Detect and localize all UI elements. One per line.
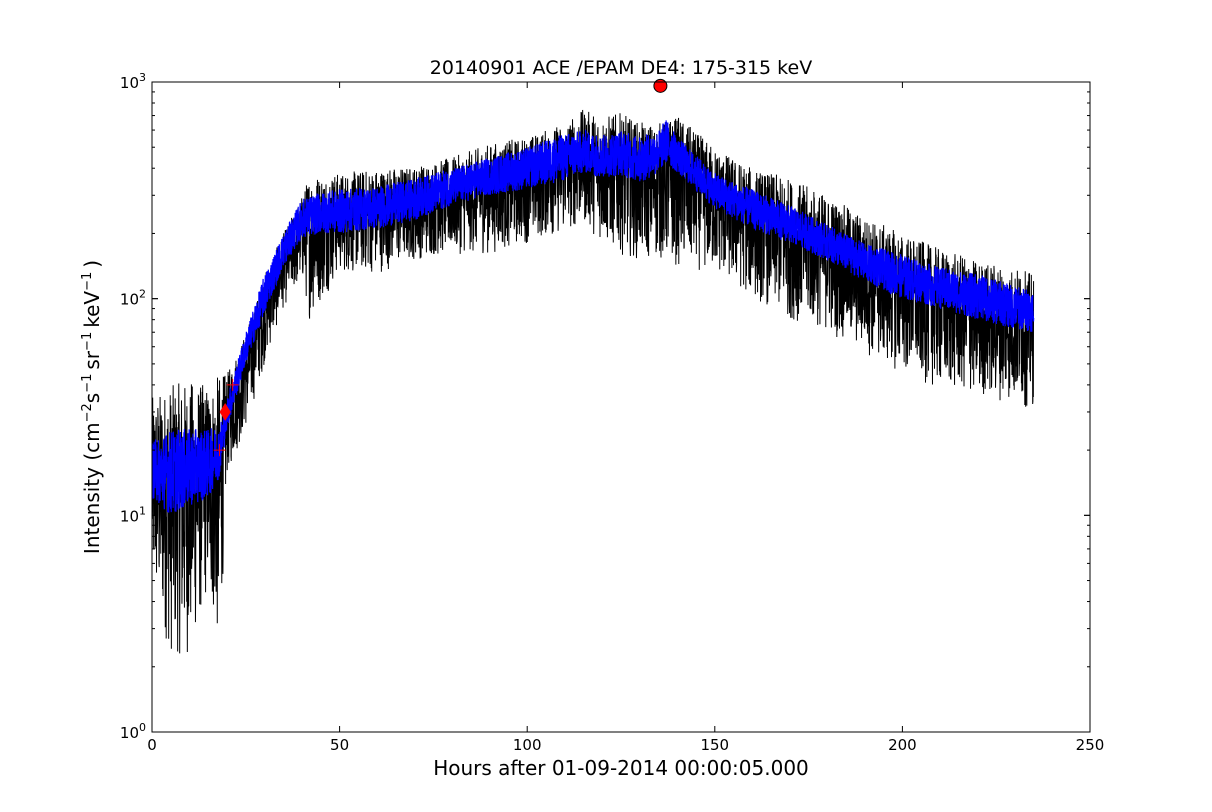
series-1-line [152, 120, 1035, 513]
y-axis-label: Intensity (cm−2s−1sr−1keV−1) [80, 260, 104, 554]
y-tick-labels: 100 101 102 103 [120, 71, 146, 742]
plot-data-layer [152, 109, 1035, 654]
chart-title: 20140901 ACE /EPAM DE4: 175-315 keV [430, 57, 812, 79]
y-tick-label: 102 [120, 288, 146, 309]
y-tick-label: 103 [120, 71, 146, 92]
x-tick-label: 50 [330, 736, 349, 754]
series-0-path [152, 109, 1035, 654]
x-tick-label: 150 [700, 736, 729, 754]
x-tick-label: 100 [513, 736, 542, 754]
marker-diamond-1 [219, 403, 231, 421]
marker-plus-2 [213, 444, 226, 457]
plot-marker-layer [213, 78, 668, 457]
series-0-line [152, 109, 1035, 654]
plot-area-frame [151, 81, 1091, 733]
y-tick-label: 100 [120, 721, 146, 742]
axis-ticks [151, 81, 1091, 733]
x-tick-label: 200 [888, 736, 917, 754]
x-tick-labels: 0 50 100 150 200 250 [147, 736, 1104, 754]
x-tick-label: 250 [1076, 736, 1105, 754]
x-axis-label: Hours after 01-09-2014 00:00:05.000 [433, 756, 809, 780]
marker-plus-3 [226, 378, 239, 391]
y-tick-label: 101 [120, 504, 146, 525]
x-tick-label: 0 [147, 736, 157, 754]
series-1-path [152, 120, 1035, 513]
marker-circle-0 [653, 78, 668, 93]
